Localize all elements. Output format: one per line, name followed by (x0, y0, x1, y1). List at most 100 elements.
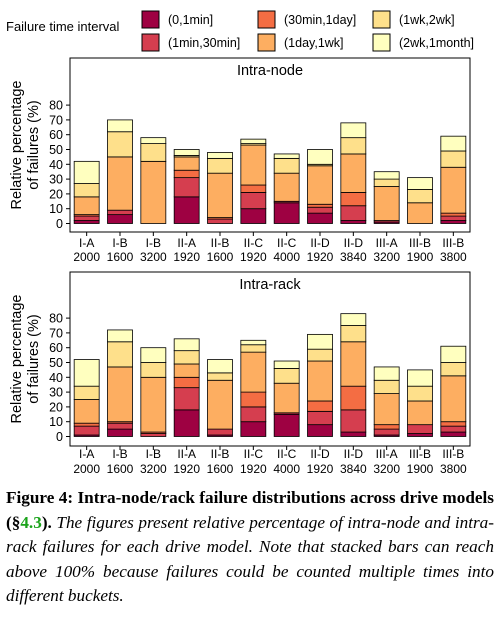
bar-segment (107, 214, 133, 224)
x-tick-label: II-C (277, 447, 297, 461)
bar-segment (173, 363, 200, 378)
panel-title: Intra-node (237, 63, 303, 79)
bar-ii-d-3840 (340, 122, 367, 224)
legend-entry: (1wk,2wk] (372, 10, 455, 29)
bar-segment (107, 119, 133, 133)
caption-body: The figures present relative percentage … (6, 512, 495, 606)
bar-segment (107, 422, 133, 430)
bar-segment (207, 359, 233, 374)
bar-segment (240, 208, 267, 224)
bar-segment (340, 341, 367, 387)
x-tick-capacity: 2000 (73, 250, 100, 264)
bar-ii-b-1600 (207, 359, 233, 437)
bar-segment (140, 376, 167, 433)
bar-iii-b-3800 (440, 135, 467, 224)
legend-entry: (0,1min] (141, 10, 213, 29)
bar-segment (440, 425, 467, 433)
bar-segment (73, 215, 100, 221)
y-tick-label: 80 (49, 99, 63, 113)
x-tick-label: II-A (177, 236, 196, 250)
bar-segment (207, 218, 233, 224)
legend-swatch (372, 33, 391, 52)
bar-segment (273, 360, 300, 369)
bar-segment (440, 362, 467, 377)
legend-entry: (2wk,1month] (372, 33, 474, 52)
legend-label: (1day,1wk] (284, 36, 344, 50)
bar-iii-b-3800 (440, 345, 467, 437)
x-tick-capacity: 2000 (73, 462, 100, 476)
y-tick-label: 10 (49, 202, 63, 216)
bar-segment (173, 177, 200, 198)
x-tick-label: III-B (409, 236, 431, 250)
y-tick-label: 30 (49, 173, 63, 187)
bar-segment (173, 149, 200, 156)
plot-frame (69, 271, 471, 447)
bar-segment (273, 172, 300, 202)
bar-segment (173, 196, 200, 224)
bar-segment (373, 171, 400, 180)
x-tick-capacity: 1900 (407, 462, 434, 476)
legend-label: (30min,1day] (284, 13, 356, 27)
x-tick-label: III-B (409, 447, 431, 461)
plot-frame (69, 57, 471, 233)
bar-segment (73, 220, 100, 224)
x-tick-label: I-A (79, 447, 94, 461)
bar-segment (140, 137, 167, 144)
bar-segment (240, 351, 267, 393)
x-tick-capacity: 1600 (107, 250, 134, 264)
bar-segment (107, 366, 133, 423)
bar-segment (107, 131, 133, 158)
panel-title: Intra-rack (239, 277, 301, 293)
x-tick-capacity: 1920 (307, 250, 334, 264)
bar-segment (307, 203, 333, 208)
bar-segment (107, 156, 133, 211)
bar-segment (273, 202, 300, 224)
bar-segment (173, 387, 200, 411)
bar-ii-c-1920 (240, 339, 267, 437)
bar-iii-b-1900 (407, 369, 433, 437)
legend: Failure time interval (0,1min] (1min,30mi… (6, 10, 474, 52)
x-tick-capacity: 1600 (207, 462, 234, 476)
bar-segment (340, 205, 367, 221)
x-tick-label: I-B (112, 447, 127, 461)
bar-segment (140, 362, 167, 378)
caption-label: Figure 4: (6, 488, 74, 507)
bar-segment (240, 421, 267, 437)
bar-segment (73, 425, 100, 436)
bar-segment (373, 186, 400, 221)
bar-segment (407, 424, 433, 434)
legend-entry: (30min,1day] (257, 10, 356, 29)
bar-segment (107, 209, 133, 216)
bar-segment (340, 313, 367, 326)
bar-segment (240, 138, 267, 144)
bar-segment (407, 177, 433, 190)
bar-segment (407, 202, 433, 224)
bar-segment (307, 212, 333, 224)
bar-segment (173, 156, 200, 171)
x-tick-capacity: 4000 (273, 250, 300, 264)
bar-segment (440, 215, 467, 221)
x-tick-label: II-D (310, 447, 330, 461)
bar-segment (173, 409, 200, 437)
x-tick-label: I-B (112, 236, 127, 250)
caption-section-link[interactable]: 4.3 (20, 512, 42, 532)
bar-iii-a-3200 (373, 366, 400, 437)
bar-segment (207, 172, 233, 218)
bar-segment (240, 339, 267, 346)
x-tick-capacity: 3200 (373, 250, 400, 264)
y-axis-label: Relative percentageof failures (%) (9, 81, 42, 210)
figure-caption: Figure 4: Intra-node/rack failure distri… (6, 486, 494, 609)
bar-segment (407, 400, 433, 426)
bar-segment (373, 366, 400, 381)
legend-label: (0,1min] (168, 13, 213, 27)
x-tick-capacity: 3840 (340, 250, 367, 264)
x-tick-capacity: 1920 (173, 250, 200, 264)
x-tick-label: II-C (277, 236, 297, 250)
bar-ii-d-1920 (307, 149, 333, 224)
bar-segment (73, 183, 100, 198)
bar-segment (73, 196, 100, 216)
bar-segment (273, 157, 300, 174)
bar-segment (373, 428, 400, 436)
chart-intra-rack: Intra-rack Relative percentageof failures… (9, 271, 471, 476)
bar-segment (440, 220, 467, 224)
